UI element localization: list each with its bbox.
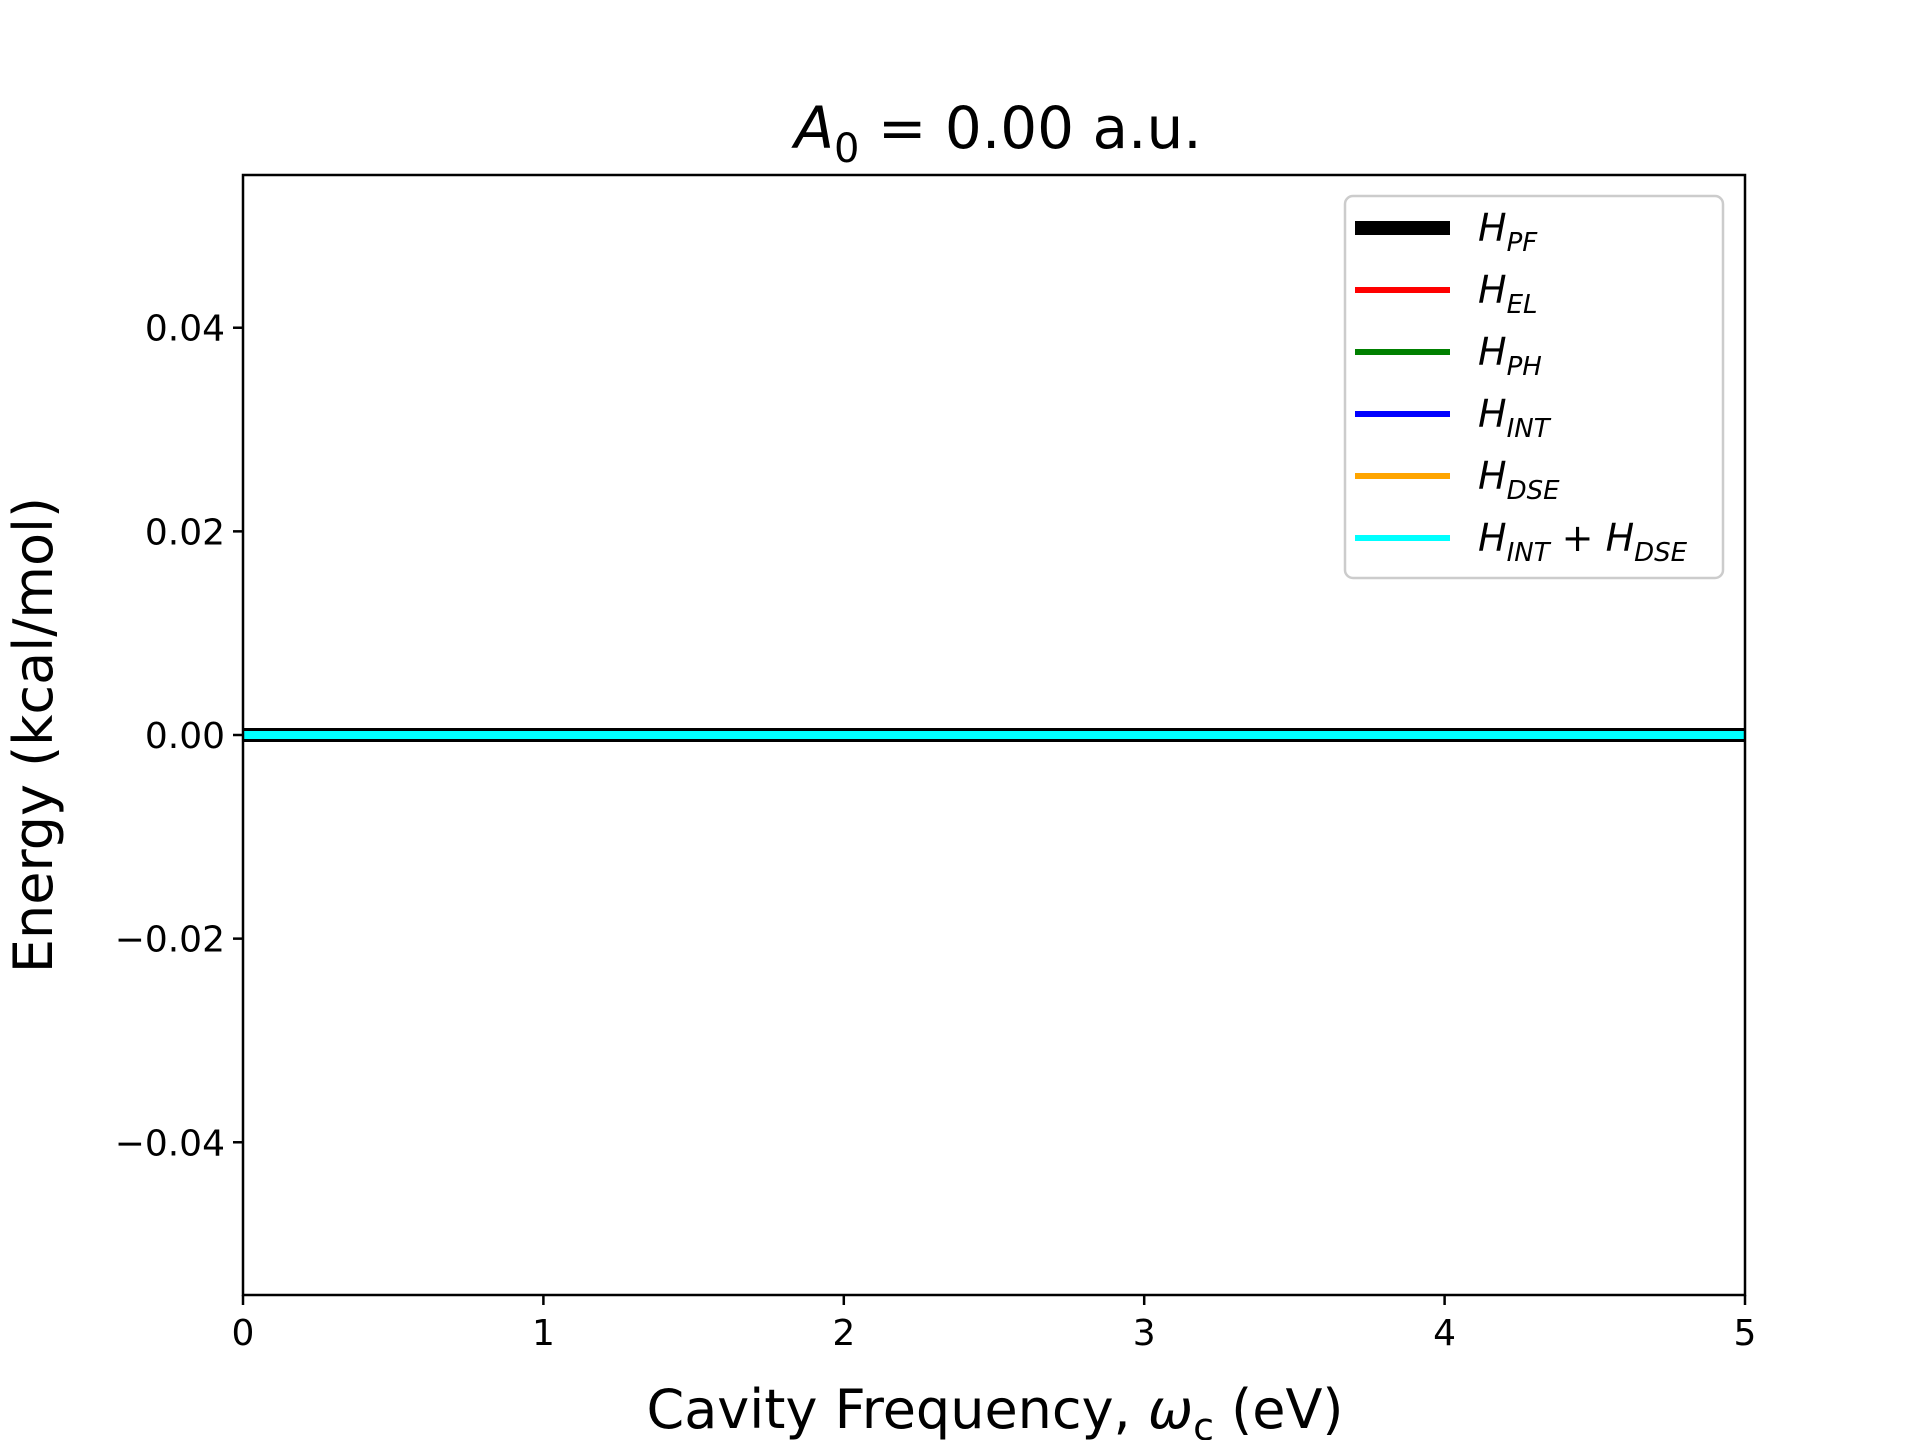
x-tick-label: 0 <box>232 1313 255 1354</box>
legend-label-h-int-h-dse: HINT + HDSE <box>1478 516 1688 568</box>
y-axis-label: Energy (kcal/mol) <box>2 497 65 973</box>
y-tick-label: 0.02 <box>145 512 225 553</box>
y-tick-label: −0.04 <box>115 1123 225 1164</box>
chart-title: A0 = 0.00 a.u. <box>790 94 1201 172</box>
x-tick-label: 2 <box>832 1313 855 1354</box>
legend-label-h-ph: HPH <box>1478 330 1542 382</box>
y-axis: −0.04 −0.02 0.00 0.02 0.04 <box>115 309 243 1164</box>
x-axis: 0 1 2 3 4 5 <box>232 1295 1757 1354</box>
legend-label-h-el: HEL <box>1478 268 1538 320</box>
x-axis-label: Cavity Frequency, ωc (eV) <box>647 1378 1344 1440</box>
y-tick-label: 0.00 <box>145 716 225 757</box>
legend-label-h-dse: HDSE <box>1478 454 1560 506</box>
legend-label-h-int: HINT <box>1478 392 1552 444</box>
y-tick-label: −0.02 <box>115 920 225 961</box>
x-tick-label: 4 <box>1433 1313 1456 1354</box>
x-tick-label: 1 <box>532 1313 555 1354</box>
y-tick-label: 0.04 <box>145 309 225 350</box>
legend: HPF HEL HPH HINT HDSE HINT + HDSE <box>1343 194 1725 580</box>
legend-label-h-pf: HPF <box>1478 206 1538 258</box>
x-tick-label: 5 <box>1734 1313 1757 1354</box>
x-tick-label: 3 <box>1133 1313 1156 1354</box>
